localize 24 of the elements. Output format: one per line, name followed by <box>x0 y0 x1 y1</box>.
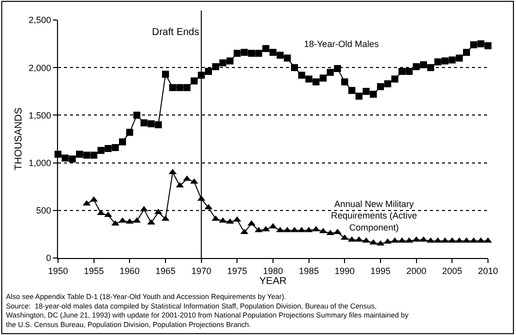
y-tick-label: 0 <box>46 253 52 264</box>
y-axis-title: THOUSANDS <box>14 107 25 170</box>
x-tick-label: 1965 <box>155 266 176 276</box>
y-tick-label: 1,000 <box>28 158 52 168</box>
x-tick-label: 1960 <box>120 266 140 276</box>
y-tick-label: 2,500 <box>28 15 52 26</box>
x-tick-label: 1955 <box>84 266 104 276</box>
x-tick-label: 1995 <box>370 266 391 276</box>
y-tick-label: 500 <box>36 206 52 216</box>
x-tick-label: 1980 <box>262 266 284 276</box>
x-tick-label: 1970 <box>191 266 212 276</box>
x-tick-label: 2010 <box>478 266 498 276</box>
x-tick-label: 1990 <box>334 266 355 276</box>
y-tick-label: 1,500 <box>28 110 52 120</box>
x-tick-label: 1985 <box>298 266 319 276</box>
y-tick-label: 2,000 <box>28 62 52 73</box>
x-tick-label: 2005 <box>442 266 462 276</box>
ref-line-label: Draft Ends <box>152 27 200 38</box>
x-tick-label: 1950 <box>48 266 68 276</box>
x-axis-title: YEAR <box>259 276 287 287</box>
x-tick-label: 2000 <box>406 266 426 276</box>
series-label: Annual New Military Requirements (Active Component) <box>331 199 418 232</box>
series-label: 18-Year-Old Males <box>304 39 380 49</box>
x-tick-label: 1975 <box>227 266 248 276</box>
